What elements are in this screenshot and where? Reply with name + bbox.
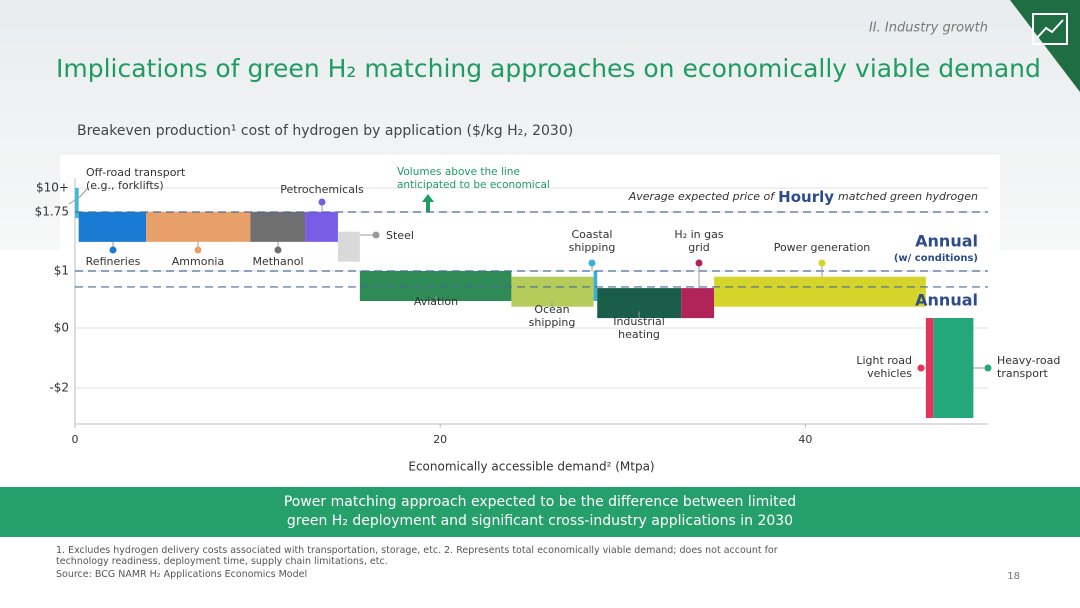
bar: [305, 211, 338, 242]
category-label: Off-road transport (e.g., forklifts): [86, 166, 186, 192]
category-label: H₂ in gas grid: [674, 228, 724, 254]
y-tick-label: -$2: [49, 381, 69, 395]
bar: [681, 288, 715, 319]
reference-label: Annual: [915, 291, 978, 310]
growth-icon-line: [1036, 19, 1064, 39]
category-label: Industrial heating: [613, 315, 665, 341]
chart-subtitle: Breakeven production¹ cost of hydrogen b…: [77, 123, 573, 139]
category-label: Light road vehicles: [856, 354, 912, 380]
reference-label: Annual: [915, 232, 978, 251]
leader-dot: [695, 259, 703, 267]
bar: [78, 211, 147, 242]
leader-dot: [818, 259, 826, 267]
leader-dot: [274, 246, 282, 254]
category-label: Coastal shipping: [568, 228, 616, 254]
banner-text: Power matching approach expected to be t…: [283, 494, 797, 529]
x-tick-label: 0: [72, 433, 79, 446]
bar: [933, 318, 974, 418]
leader-dot: [372, 231, 380, 239]
bar: [250, 211, 306, 242]
bar: [75, 188, 79, 218]
corner-tab: [1010, 0, 1080, 92]
banner: [0, 487, 1080, 537]
reference-label-part: Average expected price of: [628, 190, 777, 203]
footnotes: 1. Excludes hydrogen delivery costs asso…: [56, 545, 778, 567]
annotation-arrow: [422, 194, 434, 212]
leader-line: [80, 187, 89, 197]
bar: [925, 318, 934, 418]
category-label: Heavy-road transport: [997, 354, 1061, 380]
bar: [593, 271, 598, 301]
leader-dot: [318, 198, 326, 206]
category-label: Ammonia: [171, 255, 225, 268]
category-label: Ocean shipping: [528, 303, 576, 329]
bar: [337, 231, 360, 262]
annotation: Volumes above the line anticipated to be…: [397, 166, 550, 191]
reference-label: Average expected price of Hourly matched g…: [628, 188, 978, 206]
bar: [714, 276, 926, 307]
leader-dot: [588, 259, 596, 267]
leader-dot: [548, 294, 556, 302]
category-label: Aviation: [413, 295, 459, 308]
leader-dot: [917, 364, 925, 372]
leader-dot: [432, 288, 440, 296]
section-label: II. Industry growth: [869, 21, 988, 36]
y-tick-label: $1: [54, 264, 69, 278]
y-tick-label: $10+: [36, 181, 69, 195]
y-tick-label: $0: [54, 321, 69, 335]
reference-label-part: matched green hydrogen: [838, 190, 978, 203]
bar: [146, 211, 251, 242]
leader-dot: [109, 246, 117, 254]
category-label: Refineries: [85, 255, 141, 268]
y-tick-label: $1.75: [35, 205, 69, 219]
reference-note: (w/ conditions): [894, 253, 978, 264]
x-axis-label: Economically accessible demand² (Mtpa): [408, 460, 654, 474]
category-label: Power generation: [773, 241, 871, 254]
category-label: Steel: [386, 229, 414, 242]
x-tick-label: 20: [433, 433, 447, 446]
category-label: Petrochemicals: [280, 183, 364, 196]
page-number: 18: [1007, 571, 1020, 582]
leader-dot: [984, 364, 992, 372]
x-tick-label: 40: [798, 433, 812, 446]
category-label: Methanol: [252, 255, 304, 268]
slide-title: Implications of green H₂ matching approa…: [56, 54, 1041, 83]
growth-icon: [1032, 13, 1068, 45]
reference-label-part: Hourly: [778, 188, 834, 206]
source: Source: BCG NAMR H₂ Applications Economi…: [56, 569, 308, 580]
leader-dot: [635, 304, 643, 312]
leader-dot: [194, 246, 202, 254]
